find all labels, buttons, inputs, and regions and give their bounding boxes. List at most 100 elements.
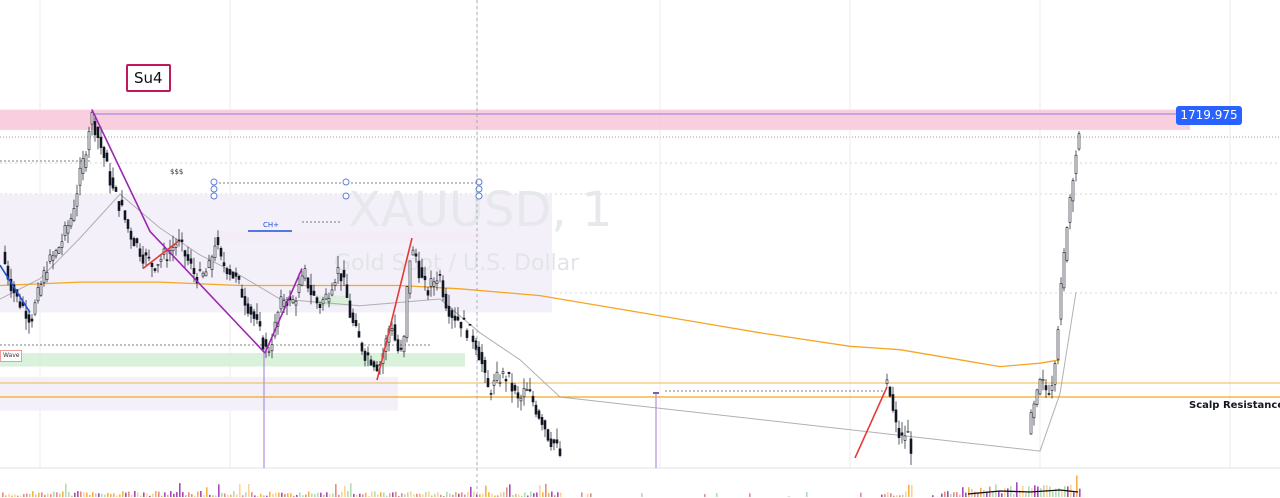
volume-bar <box>137 492 139 497</box>
volume-bar <box>71 495 73 497</box>
candle-body <box>231 271 235 279</box>
volume-bar <box>32 491 34 497</box>
volume-bar <box>245 492 247 497</box>
volume-bar <box>446 491 448 497</box>
volume-bar <box>119 494 121 497</box>
candles-layer <box>3 109 1081 465</box>
volume-bar <box>167 494 169 497</box>
candle-body <box>18 301 22 308</box>
volume-bar <box>515 493 517 497</box>
supply-zone <box>0 109 1190 130</box>
candle-body <box>135 238 139 244</box>
volume-bar <box>1004 488 1006 497</box>
volume-bar <box>941 493 943 497</box>
candle-body <box>255 314 259 320</box>
volume-bar <box>80 491 82 497</box>
volume-bar <box>239 484 241 497</box>
volume-bar <box>452 494 454 497</box>
volume-bar <box>14 494 16 497</box>
volume-bar <box>65 483 67 497</box>
volume-bar <box>557 492 559 497</box>
su4-label[interactable]: Su4 <box>126 64 171 92</box>
candle-body <box>189 258 193 264</box>
candle-body <box>372 361 376 368</box>
candle-body <box>270 344 274 352</box>
volume-bar <box>110 494 112 497</box>
volume-bar <box>902 494 904 497</box>
volume-bar <box>23 494 25 497</box>
volume-bar <box>890 493 892 497</box>
volume-bar <box>455 491 457 497</box>
candle-body <box>480 352 484 365</box>
volume-bar <box>341 491 343 497</box>
volume-bar <box>182 492 184 497</box>
volume-bar <box>398 496 400 497</box>
candle-body <box>24 310 28 319</box>
volume-bar <box>2 492 4 497</box>
swing-lines-layer <box>0 109 888 459</box>
candle-body <box>903 435 907 441</box>
volume-bar <box>176 492 178 497</box>
volume-bar <box>503 492 505 497</box>
volume-bar <box>428 491 430 497</box>
candle-body <box>144 252 148 256</box>
volume-bar <box>131 494 133 497</box>
volume-bar <box>410 491 412 497</box>
volume-bar <box>440 494 442 497</box>
volume-bar <box>950 493 952 497</box>
candle-body <box>1065 227 1069 261</box>
volume-bar <box>362 494 364 497</box>
candle-body <box>897 427 901 438</box>
volume-bar <box>881 494 883 497</box>
volume-bar <box>419 493 421 497</box>
volume-bar <box>500 492 502 497</box>
volume-bar <box>116 495 118 497</box>
candle-body <box>87 131 91 151</box>
volume-bar <box>365 492 367 497</box>
volume-bar <box>521 495 523 497</box>
volume-bar <box>974 491 976 497</box>
volume-bar <box>17 495 19 497</box>
candle-body <box>1053 363 1057 385</box>
candle-body <box>501 371 505 375</box>
candle-body <box>204 271 208 277</box>
volume-bar <box>140 495 142 497</box>
candle-body <box>537 410 541 419</box>
volume-bar <box>413 494 415 497</box>
candle-body <box>423 275 427 281</box>
volume-bar <box>62 491 64 497</box>
volume-bar <box>443 496 445 497</box>
volume-bar <box>260 493 262 497</box>
candle-body <box>114 187 118 192</box>
candle-body <box>309 284 313 296</box>
candle-body <box>315 297 319 304</box>
candle-body <box>150 262 154 268</box>
volume-bar <box>401 493 403 497</box>
candle-body <box>297 284 301 293</box>
volume-bar <box>320 492 322 497</box>
candle-body <box>159 259 163 262</box>
watermark-description: Gold Spot / U.S. Dollar <box>334 251 580 276</box>
drawing-handle <box>342 192 350 200</box>
swing-line <box>854 386 888 459</box>
volume-bar <box>236 494 238 497</box>
candle-body <box>66 225 70 234</box>
volume-bar <box>368 495 370 497</box>
candle-body <box>213 245 217 258</box>
candle-body <box>522 387 526 398</box>
scalp-resistance-label: Scalp Resistance: <box>1189 400 1280 411</box>
volume-bar <box>212 495 214 497</box>
volume-bar <box>344 485 346 497</box>
candle-body <box>105 152 109 162</box>
volume-bar <box>482 493 484 497</box>
volume-bar <box>5 495 7 497</box>
candle-body <box>414 253 418 257</box>
candle-body <box>240 288 244 298</box>
candle-body <box>156 263 160 266</box>
volume-bar <box>104 494 106 497</box>
volume-bar <box>275 492 277 497</box>
candle-body <box>513 385 517 391</box>
volume-bar <box>560 492 562 497</box>
